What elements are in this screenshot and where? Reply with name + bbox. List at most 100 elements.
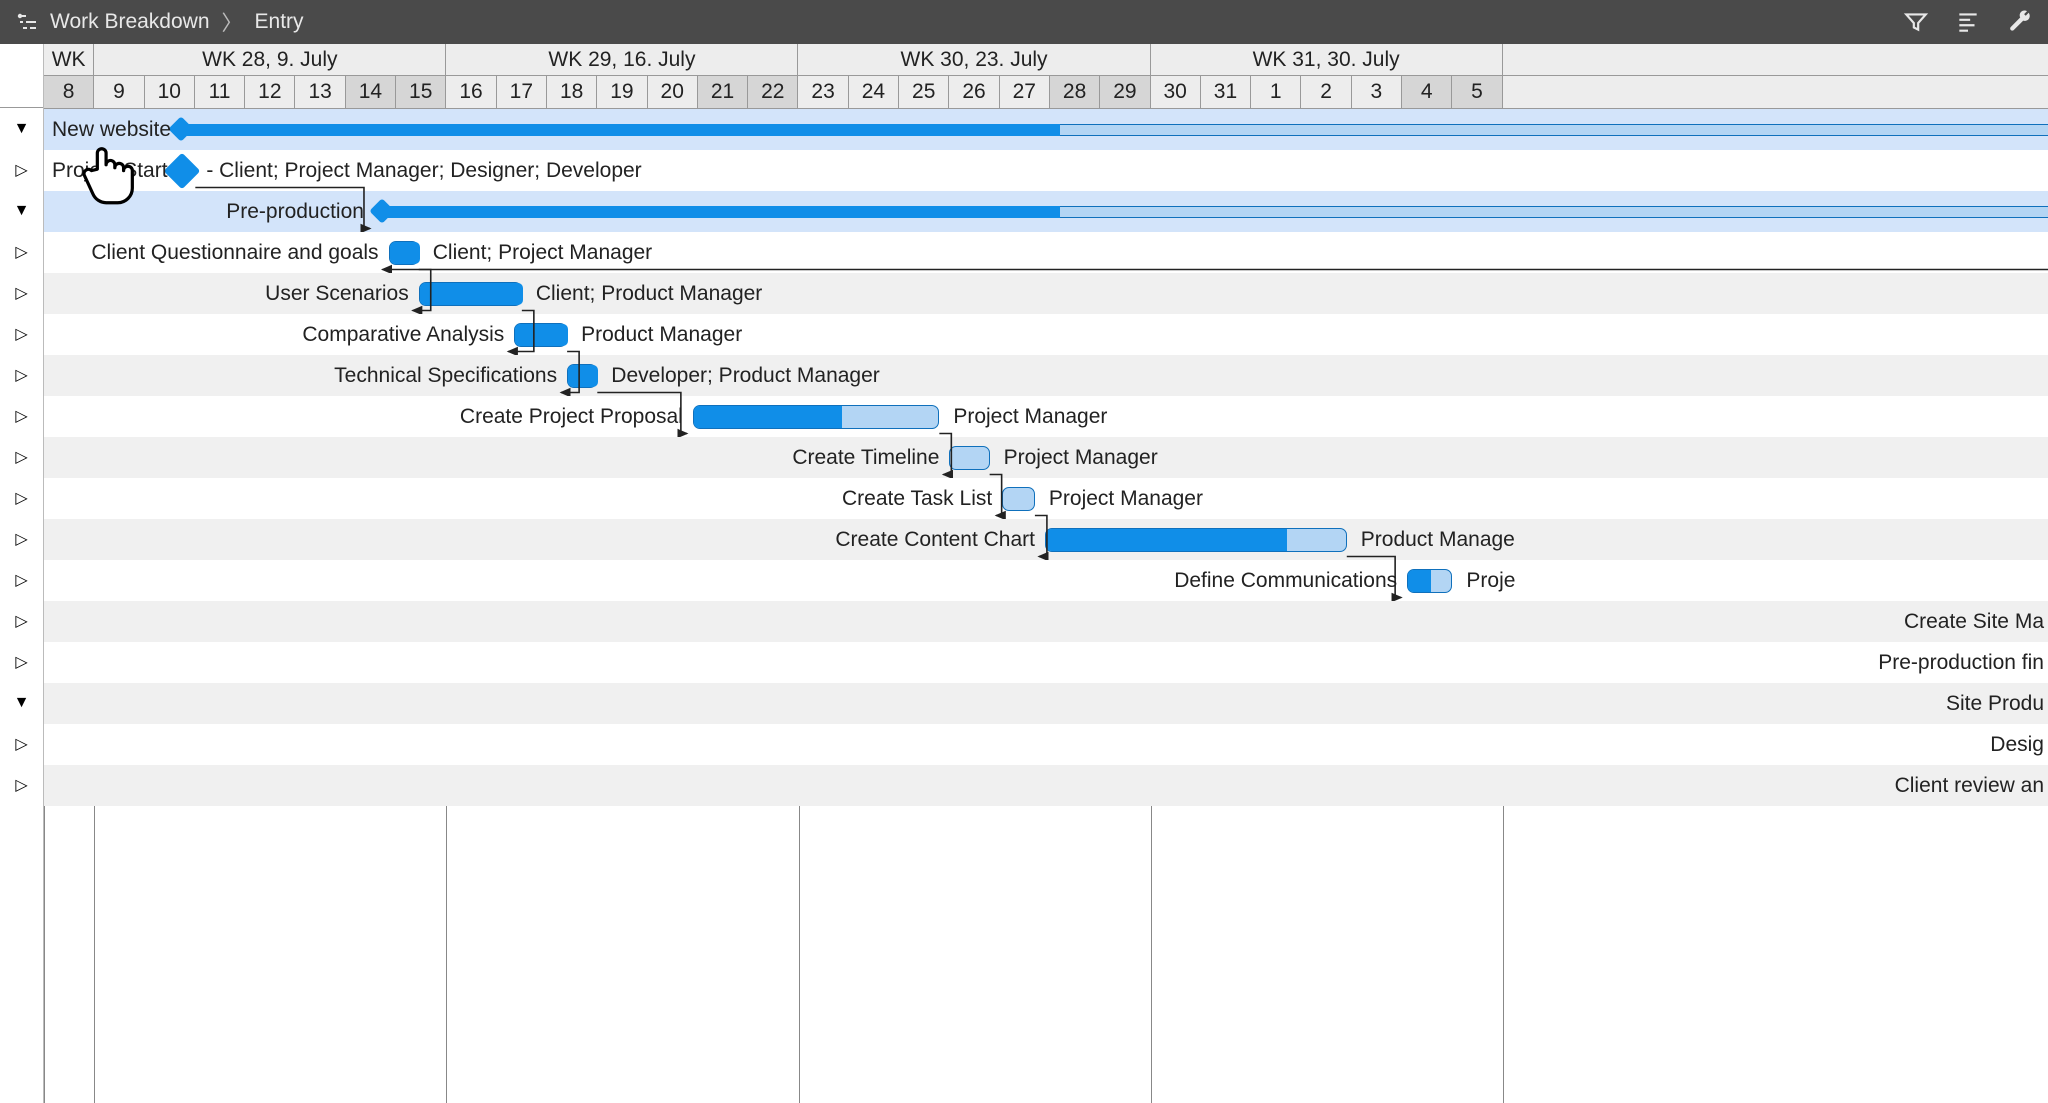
day-header-cell: 11 [195,76,245,108]
task-label: Create Site Ma [1904,610,2044,634]
day-header-cell: 21 [698,76,748,108]
triangle-right-icon: ▷ [15,775,27,795]
task-label: Client Questionnaire and goals [44,241,379,265]
assignees-label: Proje [1466,569,1515,593]
chevron-right-icon: 〉 [222,7,243,37]
disclosure-toggle[interactable]: ▷ [0,600,43,641]
day-header-cell: 29 [1100,76,1150,108]
triangle-right-icon: ▷ [15,447,27,467]
disclosure-toggle[interactable]: ▷ [0,149,43,190]
week-header-cell: WK 31, 30. July [1151,44,1503,75]
milestone-diamond[interactable] [164,152,201,189]
task-bar[interactable] [1045,528,1347,552]
disclosure-toggle[interactable]: ▷ [0,641,43,682]
gantt-row[interactable]: Create Project ProposalProject Manager [44,396,2048,437]
task-bar[interactable] [1407,569,1452,593]
summary-bar[interactable] [175,124,2048,136]
week-header-cell: WK [44,44,94,75]
breadcrumb-item-1[interactable]: Entry [255,10,304,34]
day-header-cell: 14 [346,76,396,108]
day-header-cell: 25 [899,76,949,108]
hierarchy-icon[interactable] [14,8,42,36]
task-bar[interactable] [419,282,522,306]
gantt-row[interactable]: User ScenariosClient; Product Manager [44,273,2048,314]
gantt-row[interactable]: Create TimelineProject Manager [44,437,2048,478]
disclosure-toggle[interactable]: ▼ [0,682,43,723]
task-label: Project Start [52,159,162,183]
gantt-row[interactable]: Pre-production [44,191,2048,232]
disclosure-toggle[interactable]: ▼ [0,108,43,149]
task-bar[interactable] [693,405,939,429]
disclosure-toggle[interactable]: ▷ [0,231,43,272]
gantt-row[interactable]: Client Questionnaire and goalsClient; Pr… [44,232,2048,273]
disclosure-toggle[interactable]: ▷ [0,354,43,395]
gantt-row[interactable]: Project Start- Client; Project Manager; … [44,150,2048,191]
triangle-down-icon: ▼ [14,120,30,138]
gantt-row[interactable]: Technical SpecificationsDeveloper; Produ… [44,355,2048,396]
gantt-row[interactable]: Create Content ChartProduct Manage [44,519,2048,560]
assignees-label: Project Manager [953,405,1107,429]
gantt-row[interactable]: Comparative AnalysisProduct Manager [44,314,2048,355]
gantt-row[interactable]: Create Site Ma [44,601,2048,642]
breadcrumb-item-0[interactable]: Work Breakdown [50,10,210,34]
indent-icon[interactable] [1954,8,1982,36]
task-bar[interactable] [389,241,419,265]
disclosure-toggle[interactable]: ▼ [0,190,43,231]
disclosure-toggle[interactable]: ▷ [0,477,43,518]
day-header-cell: 15 [396,76,446,108]
gantt-row[interactable]: Client review an [44,765,2048,806]
triangle-right-icon: ▷ [15,324,27,344]
gantt-row[interactable]: New website [44,109,2048,150]
day-header-cell: 5 [1452,76,1502,108]
day-header-cell: 2 [1301,76,1351,108]
task-bar[interactable] [949,446,989,470]
disclosure-toggle[interactable]: ▷ [0,272,43,313]
task-label: New website [52,118,171,142]
disclosure-toggle[interactable]: ▷ [0,723,43,764]
triangle-right-icon: ▷ [15,529,27,549]
gantt-row[interactable]: Desig [44,724,2048,765]
day-header-cell: 3 [1352,76,1402,108]
day-header-cell: 18 [547,76,597,108]
task-label: Technical Specifications [44,364,557,388]
breadcrumb: Work Breakdown 〉 Entry [14,7,304,37]
disclosure-toggle[interactable]: ▷ [0,436,43,477]
disclosure-toggle[interactable]: ▷ [0,559,43,600]
summary-bar[interactable] [376,206,2048,218]
day-header-cell: 10 [145,76,195,108]
task-bar[interactable] [514,323,567,347]
gantt-chart[interactable]: WKWK 28, 9. JulyWK 29, 16. JulyWK 30, 23… [44,44,2048,1103]
day-header-cell: 1 [1251,76,1301,108]
assignees-label: Product Manage [1361,528,1515,552]
timeline-header: WKWK 28, 9. JulyWK 29, 16. JulyWK 30, 23… [44,44,2048,109]
gantt-row[interactable]: Pre-production fin [44,642,2048,683]
triangle-right-icon: ▷ [15,365,27,385]
assignees-label: Client; Product Manager [536,282,762,306]
day-header-cell: 8 [44,76,94,108]
task-bar[interactable] [1002,487,1035,511]
day-header-cell: 17 [497,76,547,108]
day-header-cell: 27 [1000,76,1050,108]
disclosure-toggle[interactable]: ▷ [0,518,43,559]
gantt-row[interactable]: Create Task ListProject Manager [44,478,2048,519]
assignees-label: Project Manager [1049,487,1203,511]
day-header-cell: 19 [597,76,647,108]
wrench-icon[interactable] [2006,8,2034,36]
triangle-right-icon: ▷ [15,242,27,262]
day-header-cell: 16 [446,76,496,108]
day-header-cell: 23 [798,76,848,108]
gantt-row[interactable]: Define CommunicationsProje [44,560,2048,601]
gantt-row[interactable]: Site Produ [44,683,2048,724]
disclosure-toggle[interactable]: ▷ [0,395,43,436]
filter-icon[interactable] [1902,8,1930,36]
disclosure-toggle[interactable]: ▷ [0,313,43,354]
day-header-cell: 28 [1050,76,1100,108]
disclosure-toggle[interactable]: ▷ [0,764,43,805]
assignees-label: Project Manager [1004,446,1158,470]
triangle-right-icon: ▷ [15,406,27,426]
task-label: Pre-production fin [1878,651,2044,675]
day-header-cell: 31 [1201,76,1251,108]
task-bar[interactable] [567,364,597,388]
day-header-cell: 22 [748,76,798,108]
week-header-cell: WK 28, 9. July [94,44,446,75]
